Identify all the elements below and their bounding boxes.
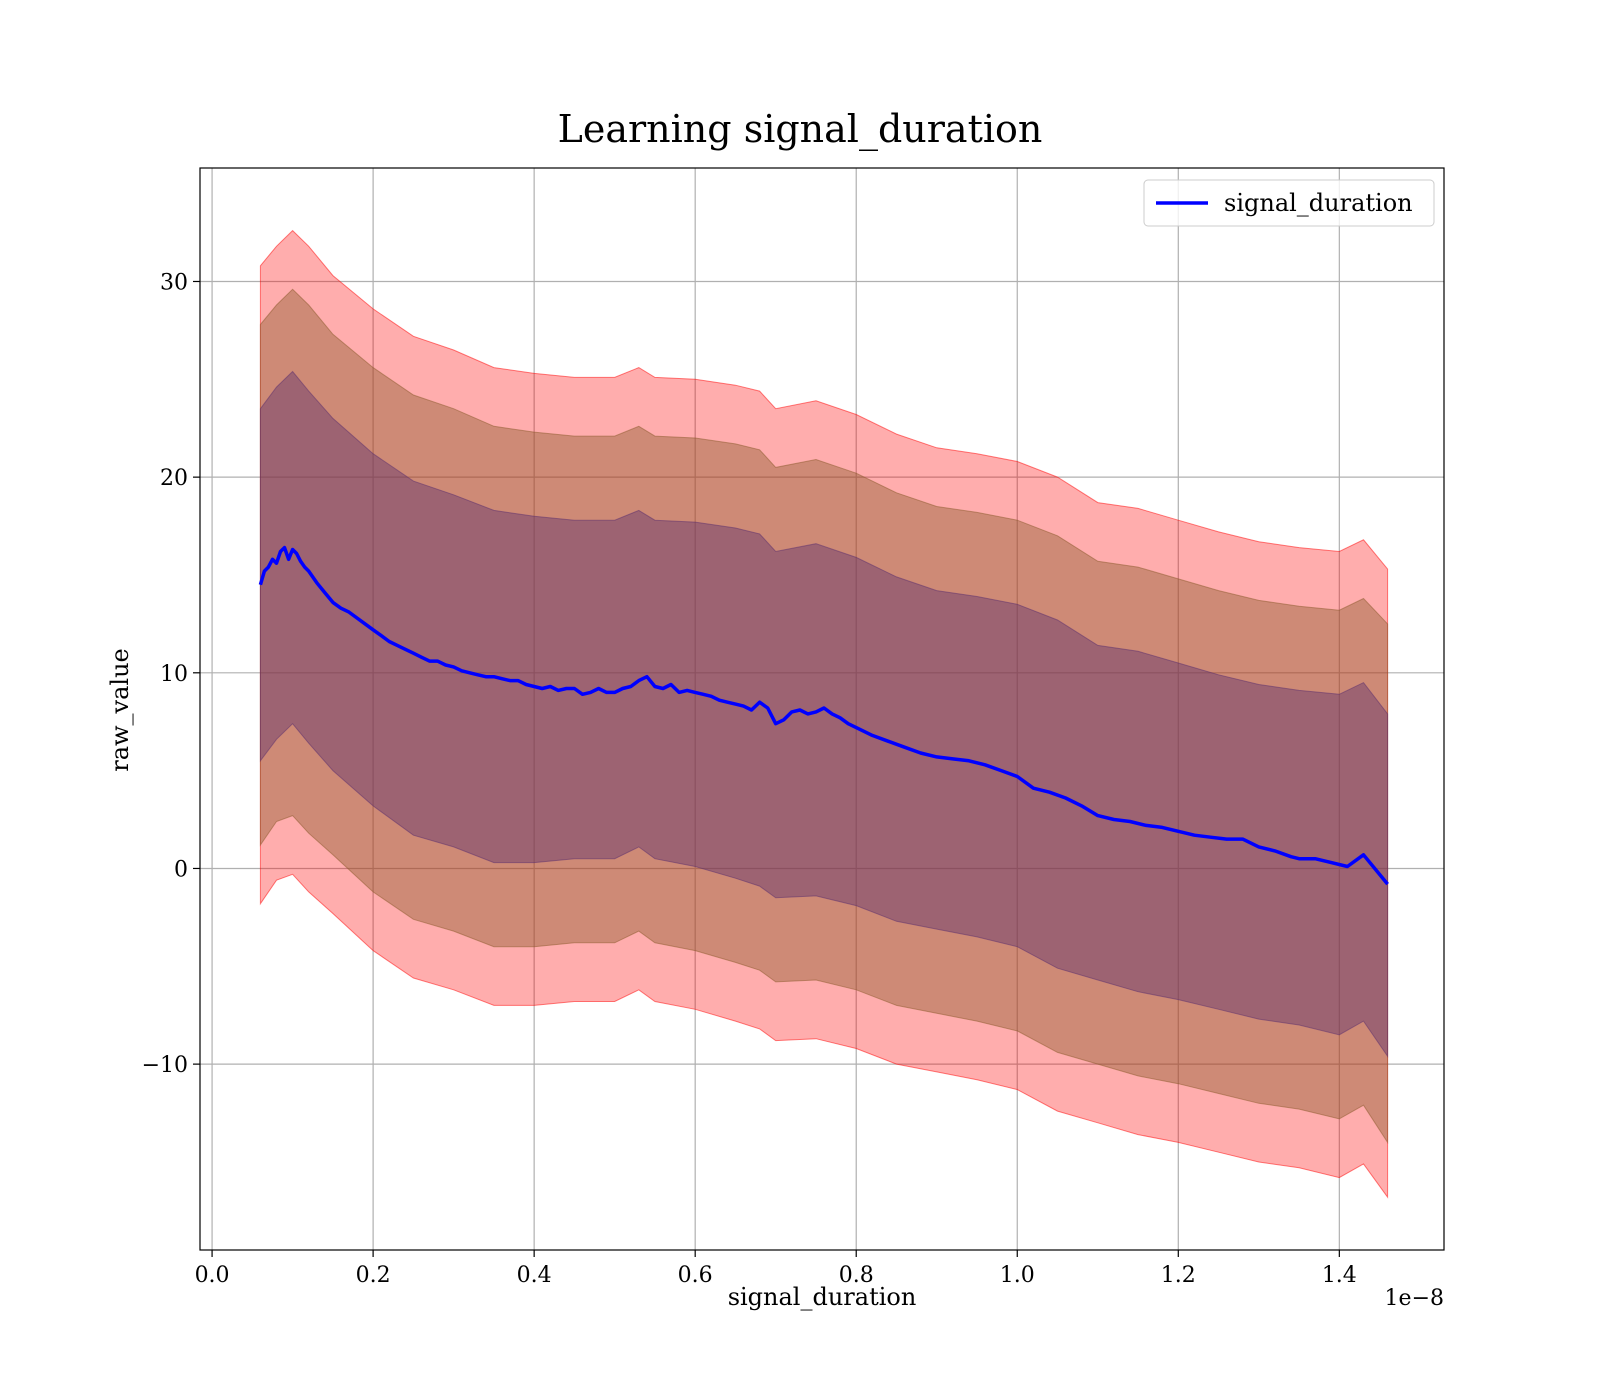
legend: signal_duration	[1143, 179, 1435, 227]
x-tick-label: 0.6	[678, 1263, 713, 1288]
x-axis-ticks: 0.0 0.2 0.4 0.6 0.8 1.0 1.2 1.4	[195, 1250, 1357, 1288]
band-0	[259, 229, 1389, 1199]
y-tick-label: 0	[174, 857, 188, 882]
x-tick-label: 1.4	[1322, 1263, 1357, 1288]
series-line-signal-duration	[258, 545, 1389, 886]
band-2	[259, 370, 1389, 1058]
y-axis-ticks: −10 0 10 20 30	[142, 270, 200, 1078]
y-tick-label: 10	[160, 662, 188, 687]
x-tick-label: 1.0	[1000, 1263, 1035, 1288]
y-tick-label: 30	[160, 270, 188, 295]
y-tick-label: −10	[142, 1053, 188, 1078]
x-tick-label: 0.8	[839, 1263, 874, 1288]
x-tick-label: 0.4	[517, 1263, 552, 1288]
x-tick-label: 1.2	[1161, 1263, 1196, 1288]
y-axis-label: raw_value	[106, 648, 134, 772]
x-axis-label: signal_duration	[728, 1283, 917, 1311]
y-tick-label: 20	[160, 466, 188, 491]
legend-box	[1143, 179, 1435, 227]
band-1	[259, 288, 1389, 1145]
plot-area-frame	[199, 167, 1445, 1251]
series-lines	[258, 545, 1389, 886]
confidence-bands	[259, 229, 1389, 1199]
chart-title: Learning signal_duration	[558, 107, 1043, 152]
x-tick-label: 0.0	[195, 1263, 230, 1288]
x-axis-offset-label: 1e−8	[1385, 1286, 1444, 1311]
legend-label-signal-duration: signal_duration	[1224, 189, 1413, 217]
x-tick-label: 0.2	[356, 1263, 391, 1288]
